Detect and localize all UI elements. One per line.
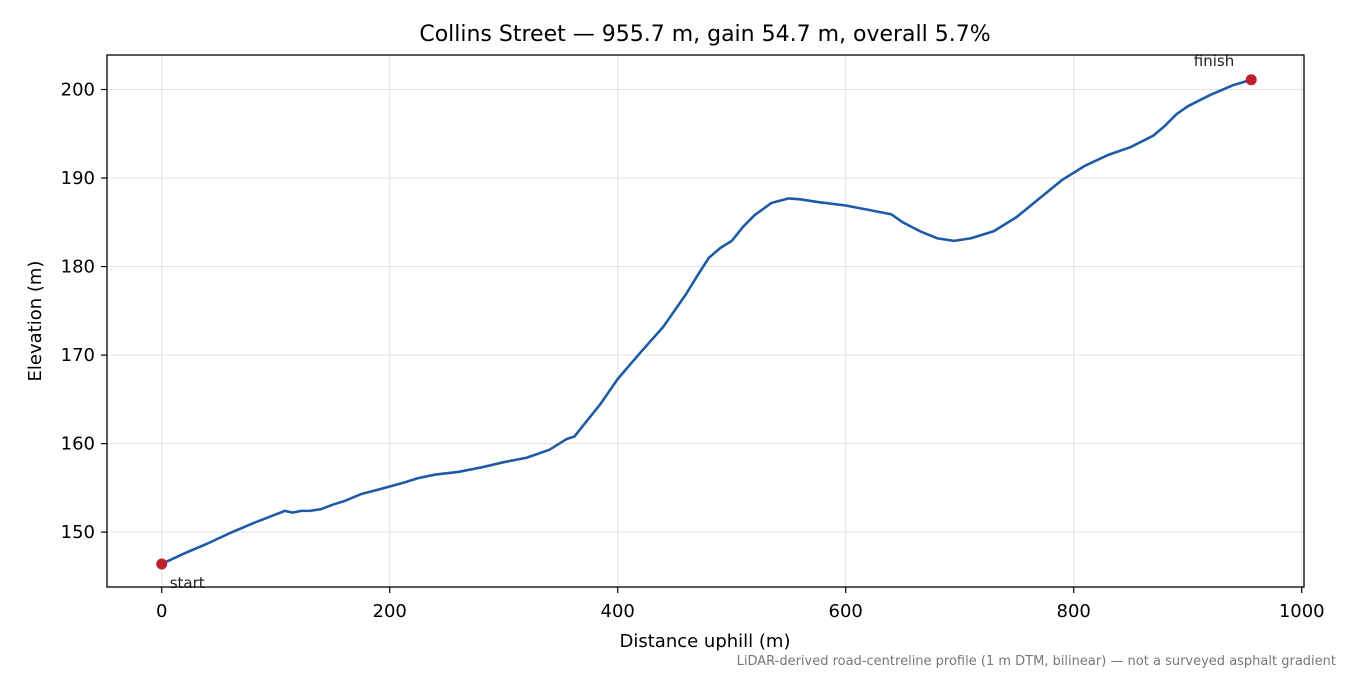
x-tick-label: 800 <box>1057 601 1091 622</box>
endpoint-marker <box>1245 74 1257 86</box>
y-tick-label: 190 <box>61 168 95 189</box>
plot-frame <box>106 54 1305 588</box>
x-axis-label: Distance uphill (m) <box>620 631 791 652</box>
y-tick-label: 180 <box>61 257 95 278</box>
x-tick-label: 0 <box>156 601 167 622</box>
x-tick-label: 400 <box>601 601 635 622</box>
y-tick-label: 170 <box>61 345 95 366</box>
y-tick-label: 160 <box>61 434 95 455</box>
axis-ticks: 0 200 400 600 800 1000 150 160 170 180 190 200 <box>61 80 1325 622</box>
x-tick-label: 200 <box>373 601 407 622</box>
chart-footnote: LiDAR-derived road-centreline profile (1… <box>737 654 1336 669</box>
elevation-profile-line <box>160 78 1253 566</box>
gridlines <box>107 55 1304 587</box>
chart-title: Collins Street — 955.7 m, gain 54.7 m, o… <box>419 22 990 47</box>
y-tick-label: 150 <box>61 522 95 543</box>
annotation-start-label: start <box>170 574 205 592</box>
x-tick-label: 600 <box>829 601 863 622</box>
marker-layer: start finish <box>156 52 1257 592</box>
series-layer <box>160 78 1253 566</box>
endpoint-marker <box>156 558 168 570</box>
x-tick-label: 1000 <box>1279 601 1325 622</box>
y-tick-label: 200 <box>61 80 95 101</box>
y-axis-label: Elevation (m) <box>25 261 46 382</box>
annotation-finish-label: finish <box>1194 52 1234 70</box>
